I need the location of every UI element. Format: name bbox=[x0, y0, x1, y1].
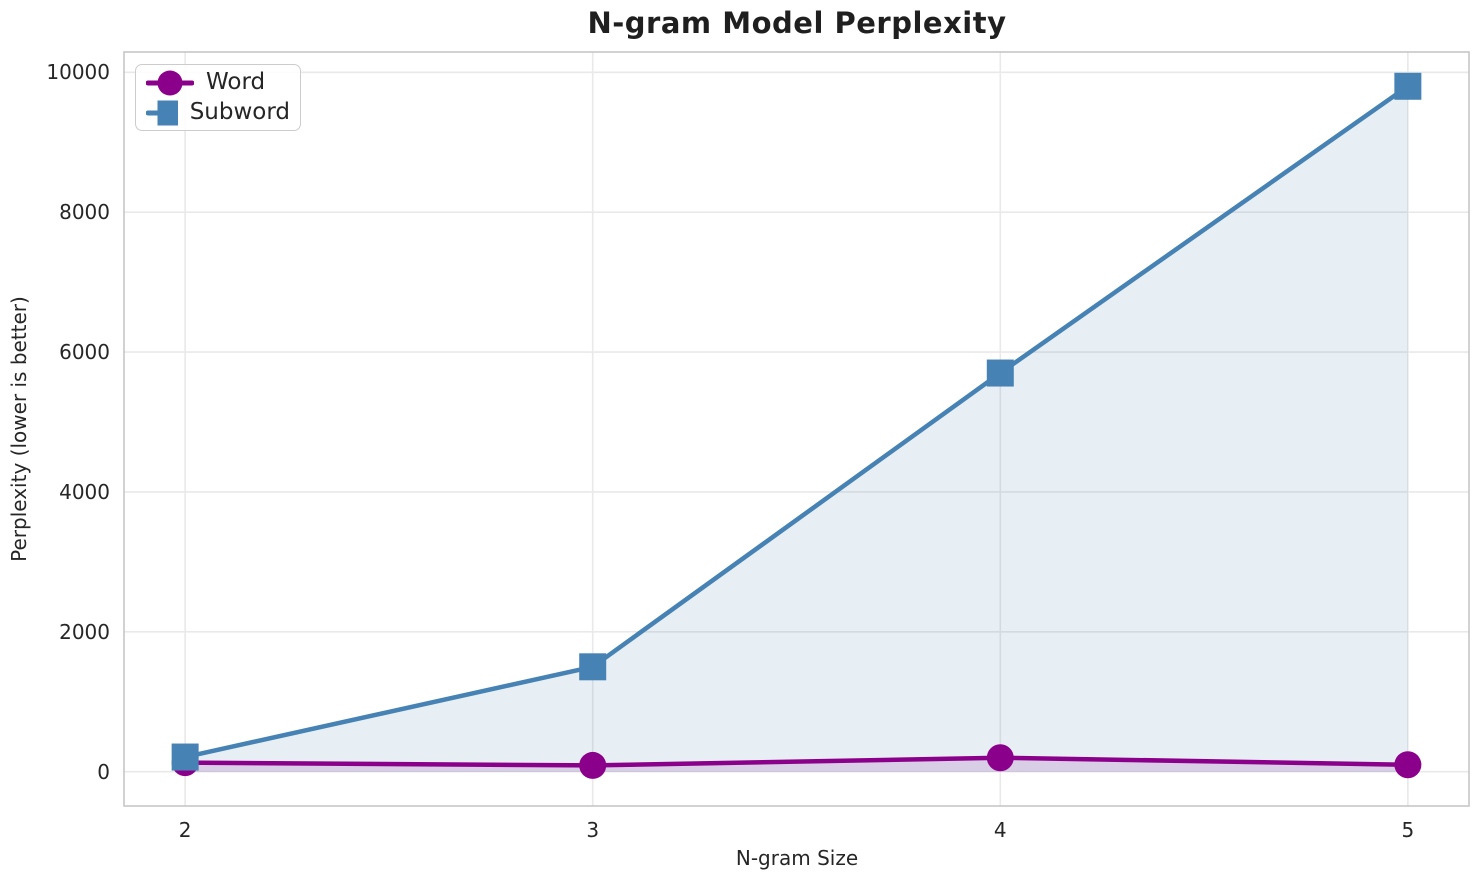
series-area-subword bbox=[185, 86, 1408, 772]
chart-title: N-gram Model Perplexity bbox=[587, 6, 1007, 40]
legend-marker bbox=[157, 100, 178, 125]
legend-label-word: Word bbox=[206, 69, 266, 95]
y-tick-label: 8000 bbox=[59, 200, 110, 225]
y-axis-label: Perplexity (lower is better) bbox=[7, 296, 31, 562]
y-tick-label: 2000 bbox=[59, 619, 110, 644]
y-tick-label: 4000 bbox=[59, 479, 110, 504]
series-line-word bbox=[182, 755, 1411, 768]
data-point-subword bbox=[579, 653, 607, 681]
legend-item-subword: Subword bbox=[146, 98, 290, 128]
x-tick-label: 4 bbox=[993, 818, 1007, 842]
plot-border bbox=[123, 51, 1470, 807]
data-point-subword bbox=[171, 743, 199, 771]
legend-marker bbox=[157, 70, 183, 95]
legend-label-subword: Subword bbox=[189, 99, 290, 125]
x-axis-label: N-gram Size bbox=[735, 846, 859, 870]
y-tick-label: 6000 bbox=[59, 340, 110, 365]
legend: Word Subword bbox=[135, 64, 301, 131]
legend-item-word: Word bbox=[146, 68, 290, 98]
data-point-subword bbox=[1394, 72, 1422, 100]
x-tick-label: 3 bbox=[586, 818, 600, 842]
x-tick-label: 5 bbox=[1401, 818, 1415, 842]
data-point-word bbox=[986, 744, 1014, 772]
data-point-subword bbox=[986, 359, 1014, 387]
square-marker-icon bbox=[146, 100, 178, 125]
data-point-word bbox=[1394, 751, 1422, 779]
y-tick-label: 0 bbox=[97, 759, 110, 784]
series-line-subword bbox=[182, 84, 1411, 760]
data-point-word bbox=[579, 751, 607, 779]
x-tick-label: 2 bbox=[178, 818, 192, 842]
circle-marker-icon bbox=[146, 70, 194, 95]
y-tick-label: 10000 bbox=[46, 60, 110, 85]
